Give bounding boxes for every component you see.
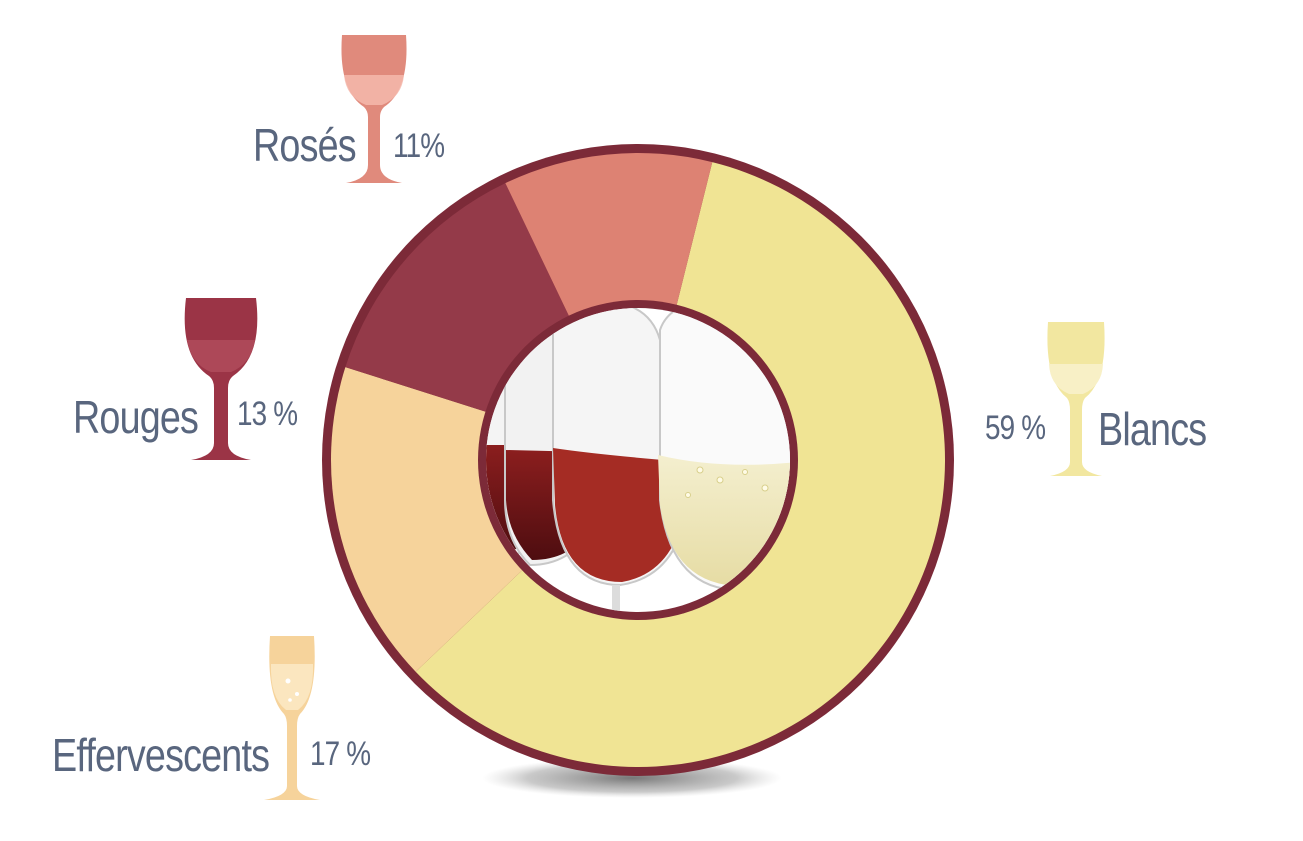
label-effervescents: Effervescents <box>52 728 317 782</box>
label-roses: Rosés <box>253 118 378 172</box>
roses-name: Rosés <box>253 119 357 171</box>
glass-icon-effervescents <box>264 636 320 800</box>
rouges-name: Rouges <box>73 391 199 443</box>
label-roses-pct: 11% <box>393 127 456 166</box>
effervescents-name: Effervescents <box>52 729 270 781</box>
glass-icon-roses <box>341 35 407 183</box>
glass-icon-blancs <box>1047 322 1105 476</box>
label-rouges-pct: 13 % <box>237 395 311 434</box>
label-rouges: Rouges <box>73 390 226 444</box>
blancs-pct: 59 % <box>985 409 1046 447</box>
effervescents-pct: 17 % <box>310 735 371 773</box>
label-blancs: Blancs <box>1098 402 1230 456</box>
rouges-pct: 13 % <box>237 395 298 433</box>
glass-icon-rouges <box>184 298 258 460</box>
roses-pct: 11% <box>393 127 445 165</box>
blancs-name: Blancs <box>1098 403 1207 455</box>
label-blancs-pct: 59 % <box>985 409 1059 448</box>
label-effervescents-pct: 17 % <box>310 735 384 774</box>
